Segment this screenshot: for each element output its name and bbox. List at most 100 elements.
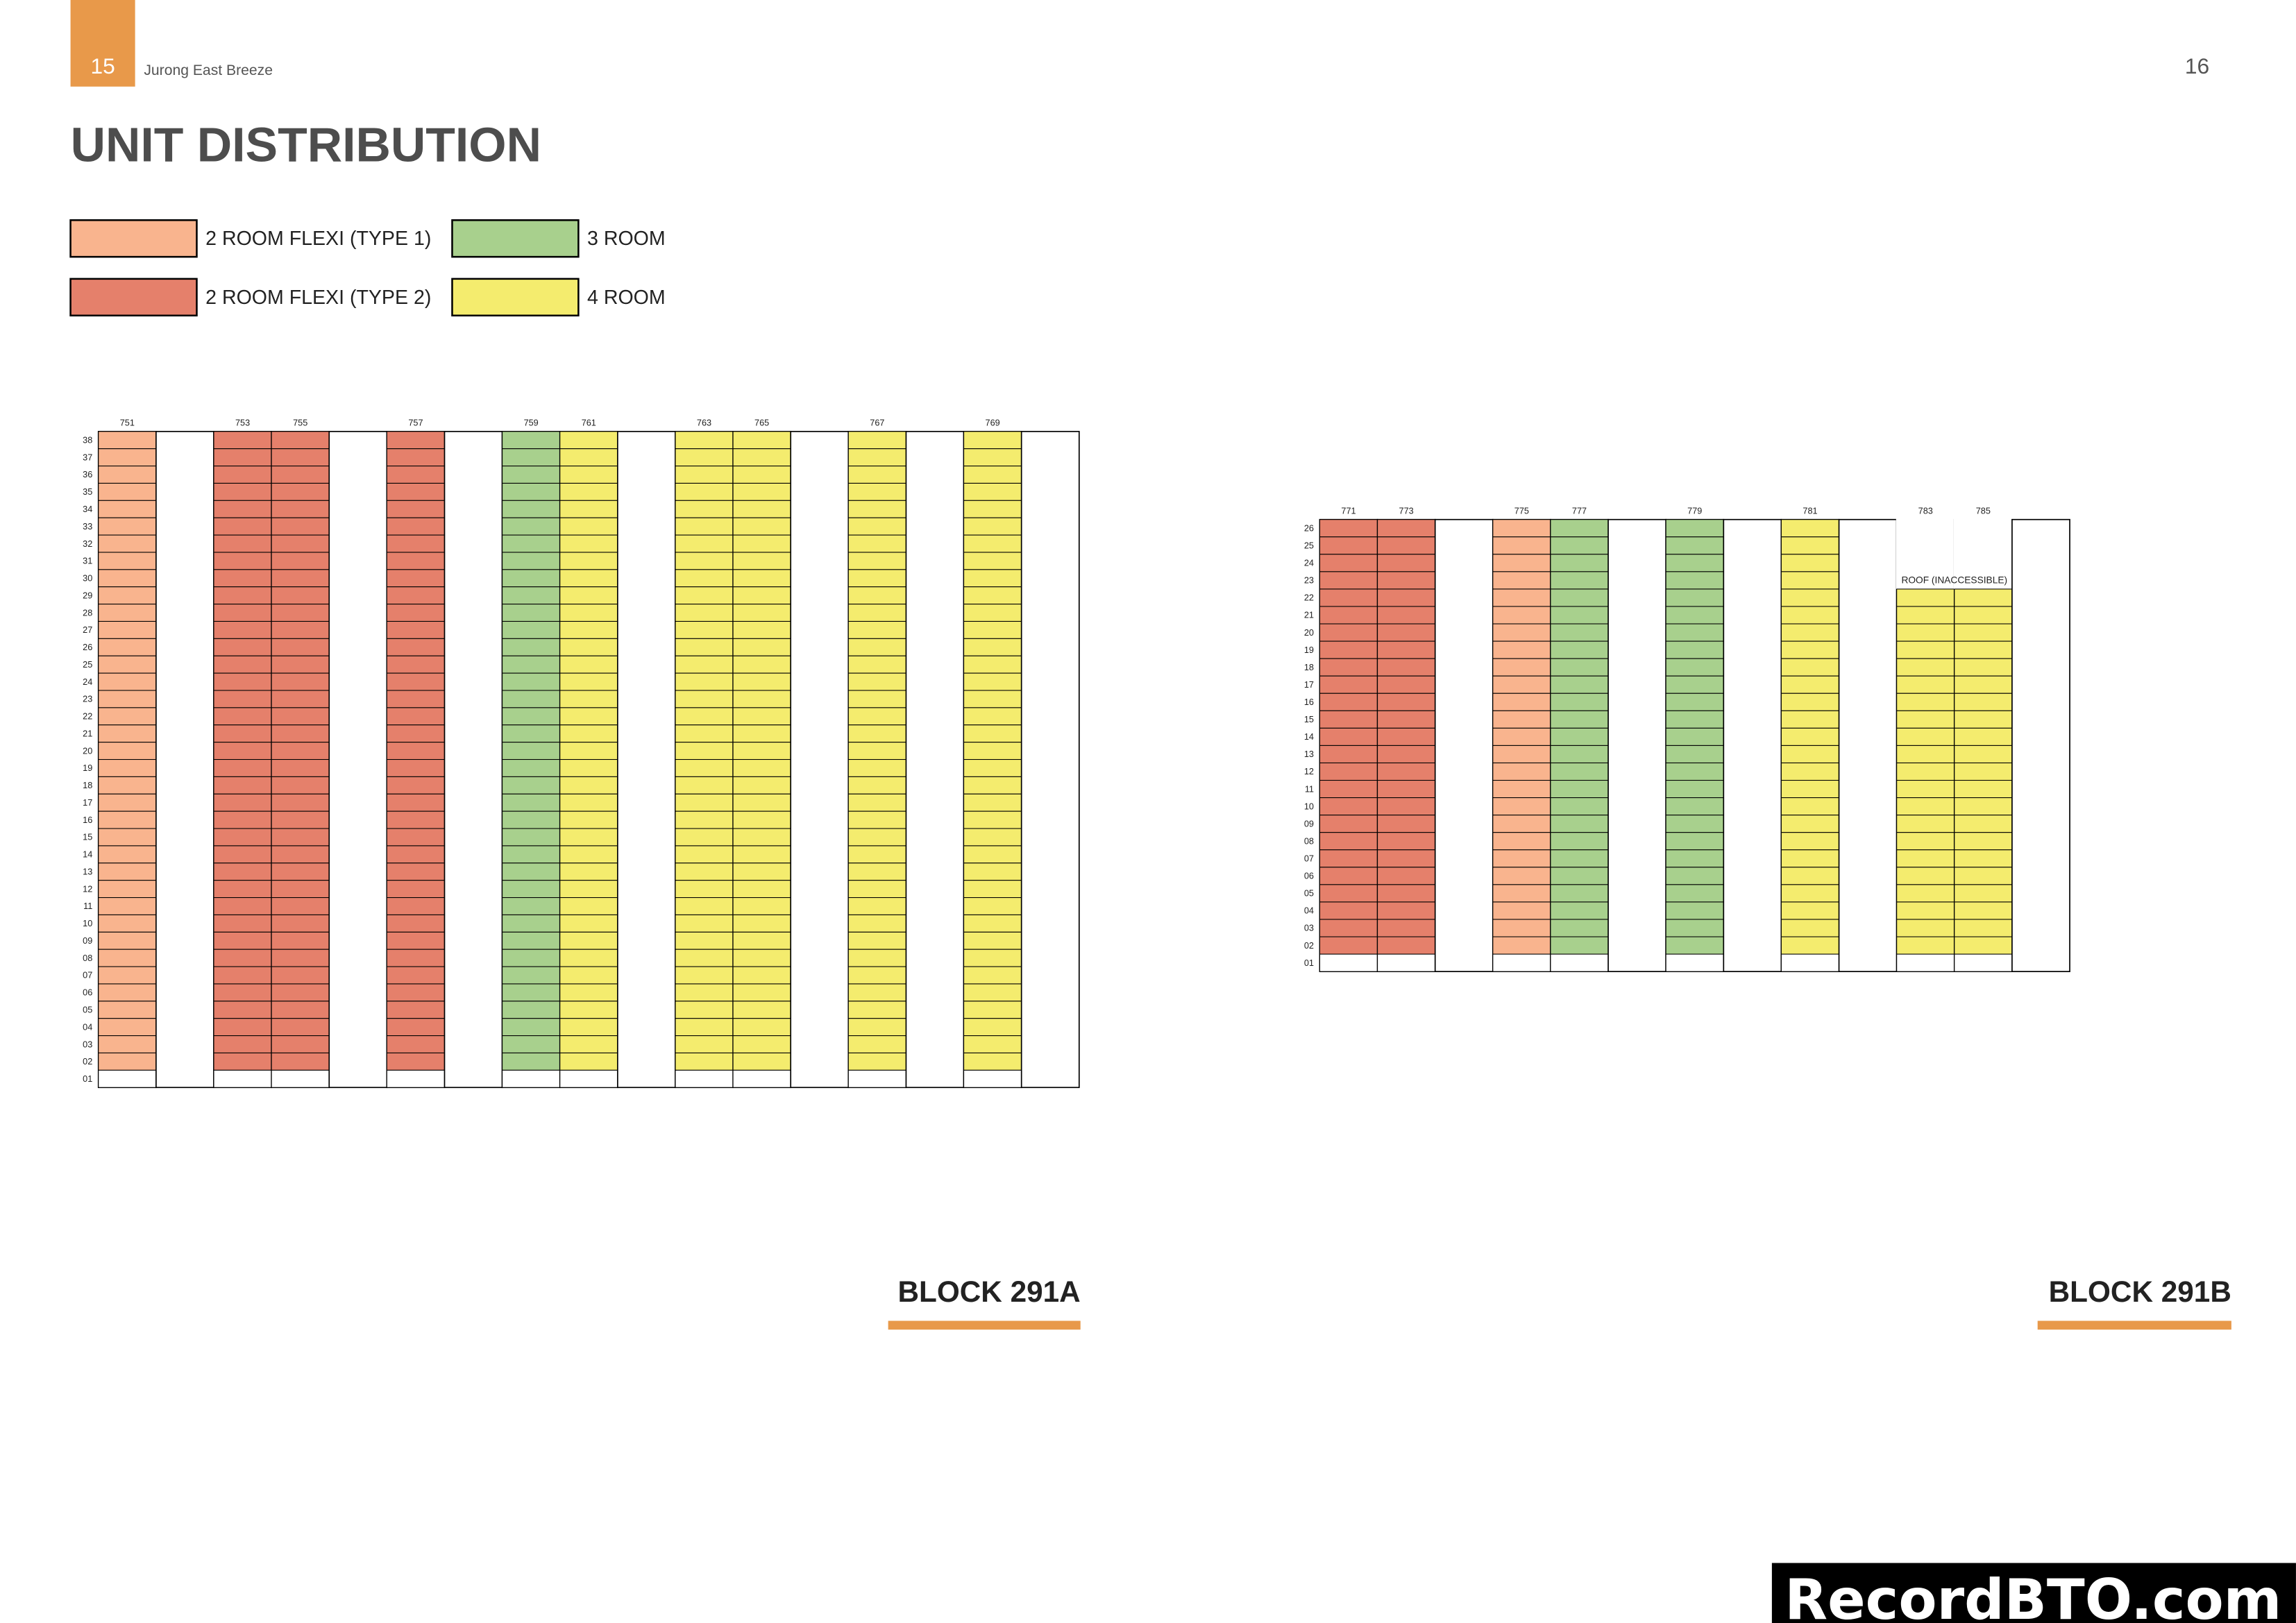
unit-cell: [675, 466, 734, 484]
unit-cell: [1377, 640, 1436, 659]
unit-cell: [213, 586, 272, 605]
unit-cell: [386, 569, 446, 588]
unit-cell: [213, 828, 272, 847]
unit-cell: [559, 1052, 618, 1071]
unit-cell: [675, 620, 734, 639]
unit-cell: [98, 1052, 157, 1071]
floor-label: 07: [1304, 854, 1314, 864]
unit-cell: [1665, 884, 1724, 903]
unit-cell: [271, 448, 330, 467]
unit-cell: [271, 810, 330, 829]
unit-cell: [559, 586, 618, 605]
unit-cell: [1665, 762, 1724, 781]
legend-swatch: [69, 278, 198, 316]
unit-cell: [213, 569, 272, 588]
unit-cell: [1319, 658, 1378, 677]
unit-cell: [963, 914, 1022, 933]
unit-cell: [386, 604, 446, 622]
unit-cell: [1319, 640, 1378, 659]
unit-cell: [1377, 919, 1436, 937]
unit-cell: [732, 880, 791, 899]
unit-cell: [732, 586, 791, 605]
unit-cell: [1665, 727, 1724, 746]
unit-cell: [732, 1069, 791, 1088]
unit-cell: [675, 931, 734, 950]
unit-cell: [502, 880, 561, 899]
unit-cell: [1492, 815, 1551, 833]
unit-cell: [502, 620, 561, 639]
unit-cell: [963, 466, 1022, 484]
unit-cell: [732, 500, 791, 518]
floor-label: 19: [1304, 645, 1314, 655]
unit-cell: [675, 897, 734, 915]
watermark-bg: [1771, 1563, 2296, 1623]
unit-cell: [1550, 849, 1609, 868]
unit-cell: [1377, 832, 1436, 851]
unit-cell: [1377, 623, 1436, 642]
unit-cell: [963, 448, 1022, 467]
unit-cell: [963, 897, 1022, 915]
floor-label: 10: [83, 919, 92, 928]
column-outline: [616, 430, 676, 1089]
unit-cell: [98, 620, 157, 639]
unit-cell: [963, 880, 1022, 899]
unit-cell: [213, 793, 272, 812]
floor-label: 11: [83, 901, 92, 911]
unit-cell: [1954, 658, 2013, 677]
unit-cell: [213, 845, 272, 864]
unit-cell: [1665, 658, 1724, 677]
unit-cell: [675, 569, 734, 588]
unit-cell: [847, 931, 906, 950]
floor-label: 21: [83, 729, 92, 738]
unit-cell: [847, 1001, 906, 1019]
unit-cell: [963, 534, 1022, 553]
unit-cell: [98, 431, 157, 450]
unit-cell: [386, 517, 446, 536]
unit-cell: [1896, 692, 1955, 711]
unit-label: 779: [1687, 506, 1702, 516]
unit-cell: [386, 534, 446, 553]
unit-cell: [1492, 519, 1551, 538]
unit-cell: [502, 949, 561, 967]
column-outline: [155, 430, 214, 1089]
floor-label: 18: [1304, 663, 1314, 672]
unit-cell: [386, 810, 446, 829]
unit-cell: [502, 604, 561, 622]
unit-cell: [98, 604, 157, 622]
unit-cell: [1550, 727, 1609, 746]
unit-cell: [1377, 745, 1436, 764]
unit-cell: [271, 1001, 330, 1019]
unit-cell: [1492, 727, 1551, 746]
unit-cell: [1780, 536, 1840, 555]
unit-cell: [847, 431, 906, 450]
unit-cell: [1954, 762, 2013, 781]
unit-cell: [213, 914, 272, 933]
unit-cell: [1665, 936, 1724, 955]
unit-cell: [1954, 884, 2013, 903]
unit-cell: [675, 724, 734, 743]
unit-cell: [213, 638, 272, 656]
unit-cell: [213, 448, 272, 467]
unit-cell: [559, 810, 618, 829]
unit-cell: [1377, 901, 1436, 920]
unit-cell: [1954, 901, 2013, 920]
unit-cell: [1550, 692, 1609, 711]
unit-cell: [502, 793, 561, 812]
unit-cell: [271, 620, 330, 639]
unit-cell: [386, 897, 446, 915]
unit-cell: [732, 863, 791, 881]
unit-cell: [1550, 867, 1609, 885]
unit-cell: [732, 534, 791, 553]
unit-cell: [559, 672, 618, 691]
unit-cell: [675, 482, 734, 501]
unit-cell: [559, 448, 618, 467]
unit-cell: [963, 1052, 1022, 1071]
unit-cell: [98, 707, 157, 726]
unit-cell: [1780, 832, 1840, 851]
unit-cell: [847, 949, 906, 967]
unit-cell: [502, 534, 561, 553]
unit-cell: [732, 672, 791, 691]
unit-cell: [213, 672, 272, 691]
unit-cell: [271, 931, 330, 950]
unit-cell: [1954, 692, 2013, 711]
